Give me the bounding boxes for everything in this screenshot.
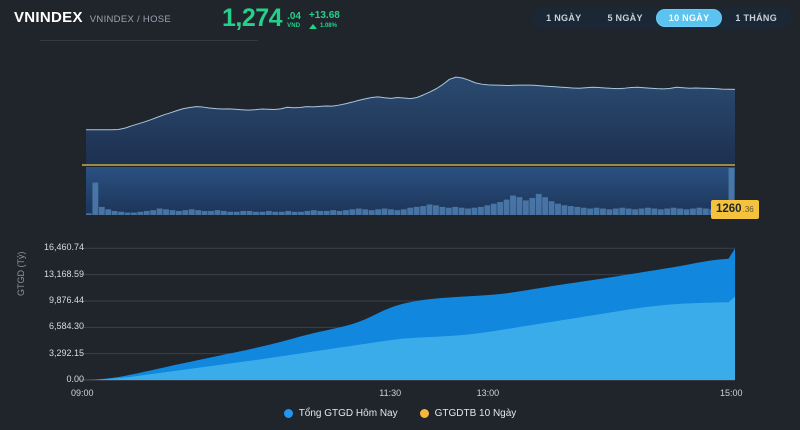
tab-1-ngay[interactable]: 1 NGÀY <box>546 13 582 23</box>
gtgd-x-axis: 09:00 11:30 13:00 15:00 <box>0 388 800 402</box>
chart-legend: Tổng GTGD Hôm Nay GTGDTB 10 Ngày <box>0 408 800 419</box>
price-change-percent-row: 1.08% <box>308 23 337 29</box>
header: VNINDEX VNINDEX / HOSE 1,274 .04 VND +13… <box>0 0 800 46</box>
page-title: VNINDEX <box>14 9 83 26</box>
tab-1-thang[interactable]: 1 THÁNG <box>735 13 777 23</box>
symbol-block: VNINDEX VNINDEX / HOSE <box>14 9 171 26</box>
gtgd-y-tick-label: 6,584.30 <box>48 321 84 332</box>
legend-label: Tổng GTGD Hôm Nay <box>298 408 398 419</box>
gtgd-y-tick-label: 3,292.15 <box>48 347 84 358</box>
price-decimal-block: .04 VND <box>287 12 301 31</box>
legend-label: GTGDTB 10 Ngày <box>434 408 517 419</box>
legend-dot-icon <box>419 409 429 418</box>
range-tab-bar: 1 NGÀY 5 NGÀY 10 NGÀY 1 THÁNG <box>531 7 792 29</box>
header-divider <box>40 40 258 41</box>
reference-price-badge: 1260 .36 <box>711 200 759 219</box>
price-change-block: +13.68 1.08% <box>308 10 340 31</box>
price-chart-panel[interactable]: 1260 .36 <box>0 46 800 219</box>
price-block: 1,274 .04 VND +13.68 1.08% <box>222 6 340 31</box>
gtgd-y-axis: 0.00 3,292.15 6,584.30 9,876.44 13,168.59 16,… <box>0 218 84 393</box>
legend-dot-icon <box>283 409 293 418</box>
tab-5-ngay[interactable]: 5 NGÀY <box>607 13 643 23</box>
gtgd-y-tick-label: 9,876.44 <box>48 294 84 305</box>
gtgd-chart-panel[interactable] <box>0 218 800 430</box>
price-currency: VND <box>287 23 301 29</box>
reference-price-value: 1260 <box>716 203 742 215</box>
gtgd-chart-svg <box>80 247 735 381</box>
tab-10-ngay[interactable]: 10 NGÀY <box>655 9 723 27</box>
price-chart-svg <box>82 76 736 215</box>
price-change-absolute: +13.68 <box>308 10 340 21</box>
gtgd-x-tick-label: 15:00 <box>720 388 743 398</box>
gtgd-y-tick-label: 13,168.59 <box>43 268 84 279</box>
gtgd-y-tick-label: 0.00 <box>66 374 84 384</box>
legend-item-gtgdtb[interactable]: GTGDTB 10 Ngày <box>419 408 517 419</box>
gtgd-y-tick-label: 16,460.74 <box>43 242 84 253</box>
legend-item-tong-gtgd[interactable]: Tổng GTGD Hôm Nay <box>283 408 398 419</box>
gtgd-x-tick-label: 09:00 <box>71 388 94 398</box>
arrow-up-icon <box>308 23 317 29</box>
price-change-percent: 1.08% <box>319 23 337 29</box>
reference-price-decimal: .36 <box>742 205 754 214</box>
gtgd-x-tick-label: 13:00 <box>476 388 500 398</box>
price-value: 1,274 <box>222 4 283 32</box>
price-decimal: .04 <box>287 11 301 22</box>
gtgd-x-tick-label: 11:30 <box>379 388 402 398</box>
symbol-exchange-label: VNINDEX / HOSE <box>89 14 172 25</box>
